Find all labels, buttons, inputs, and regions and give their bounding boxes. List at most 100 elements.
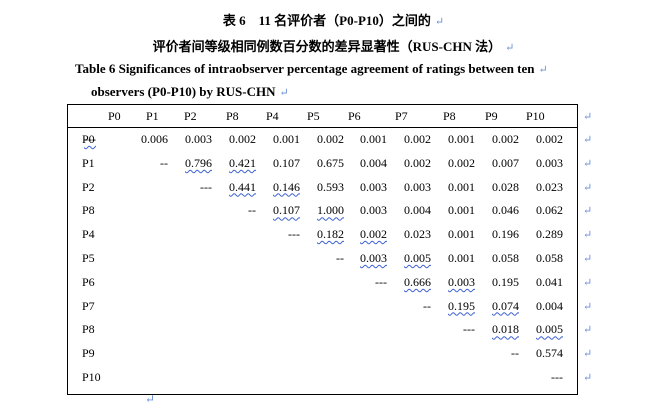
table-cell-value: --- [375,274,387,289]
table-cell: 0.441 [229,180,256,194]
table-cell: 0.146 [273,180,300,194]
table-cell-value: 0.062 [536,203,563,218]
table-cell-value: -- [336,251,344,265]
paragraph-mark-icon: ↵ [145,392,156,406]
table-cell-value: 0.001 [360,132,387,146]
table-cell-value: 0.003 [360,251,387,265]
table-header-divider [67,127,578,128]
column-header: P8 [443,109,456,123]
table-cell: 0.675 [317,156,344,170]
table-cell: 0.001 [448,251,475,265]
table-cell: --- [463,322,475,336]
table-cell-value: 0.001 [448,251,475,265]
paragraph-mark-icon: ↵ [434,16,445,28]
table-cell: 0.002 [404,156,431,170]
table-cell-value: 0.046 [492,203,519,218]
column-header: P7 [395,109,408,123]
table-cell: 0.574 [536,346,563,360]
column-header: P2 [184,109,197,123]
table-cell: 0.003 [536,156,563,170]
table-cell: 0.074 [492,299,519,313]
column-header: P10 [526,109,545,123]
row-label: P5 [82,251,95,265]
table-cell: 1.000 [317,203,344,217]
table-cell: 0.195 [492,275,519,289]
row-label: P10 [82,370,101,384]
table-cell: 0.003 [360,203,387,217]
title-chinese-line-1: 表 6 11 名评价者（P0-P10）之间的 ↵ [222,13,445,28]
table-cell-value: 1.000 [317,203,344,218]
column-header: P5 [307,109,320,123]
table-cell-value: 0.003 [536,155,563,170]
table-cell: 0.004 [536,299,563,313]
row-label: P6 [82,274,95,289]
table-cell-value: 0.195 [492,274,519,289]
table-cell-value: 0.004 [536,298,563,313]
table-cell-value: -- [248,203,256,218]
column-header: P8 [226,109,239,123]
table-cell: 0.796 [185,156,212,170]
table-cell-value: 0.005 [536,322,563,337]
table-cell: 0.002 [360,227,387,241]
row-label: P4 [82,227,95,242]
table-cell-value: 0.006 [141,132,168,146]
table-cell: 0.003 [360,251,387,265]
column-header: P9 [485,109,498,123]
paragraph-mark-icon: ↵ [583,300,593,313]
table-cell-value: --- [463,322,475,337]
row-label: P2 [82,179,95,194]
table-cell-value: 0.182 [317,227,344,242]
table-cell: 0.001 [360,132,387,146]
table-cell-value: 0.001 [448,203,475,218]
paragraph-mark-icon: ↵ [583,372,593,384]
table-cell-value: 0.441 [229,179,256,194]
paragraph-mark-icon: ↵ [538,64,548,76]
table-cell-value: 0.666 [404,274,431,289]
table-cell-value: -- [511,346,519,361]
table-cell: 0.004 [360,156,387,170]
table-cell: 0.107 [273,156,300,170]
table-cell-value: 0.074 [492,298,519,313]
table-cell: 0.058 [492,251,519,265]
table-cell-value: 0.289 [536,227,563,242]
column-header: P0 [108,109,121,123]
table-cell-value: 0.003 [360,179,387,194]
table-cell-value: 0.002 [536,132,563,146]
row-label: P7 [82,298,95,313]
row-label: P8 [82,203,95,218]
table-cell-value: --- [288,227,300,242]
table-cell: -- [336,251,344,265]
table-cell-value: --- [551,370,563,384]
paragraph-mark-icon: ↵ [505,42,515,54]
table-cell: -- [160,156,168,170]
table-cell-value: 0.001 [448,227,475,242]
table-cell: 0.046 [492,203,519,217]
table-cell: 0.007 [492,156,519,170]
table-cell: 0.006 [141,132,168,146]
table-cell-value: 0.675 [317,155,344,170]
table-cell: 0.001 [448,132,475,146]
table-cell: 0.058 [536,251,563,265]
table-cell-value: 0.003 [404,179,431,194]
table-cell-value: 0.004 [404,203,431,218]
table-cell: 0.002 [492,132,519,146]
table-cell: 0.196 [492,227,519,241]
table-cell: 0.289 [536,227,563,241]
table-cell-value: 0.023 [404,227,431,242]
table-cell: 0.107 [273,203,300,217]
title-english-line-1: Table 6 Significances of intraobserver p… [75,61,548,76]
table-cell-value: --- [84,132,96,146]
table-cell: 0.002 [317,132,344,146]
table-cell: 0.002 [536,132,563,146]
column-header: P6 [348,109,361,123]
significance-table [67,104,578,395]
table-cell: 0.023 [536,180,563,194]
table-cell: -- [423,299,431,313]
column-header: P4 [266,109,279,123]
table-cell: --- [200,180,212,194]
table-cell: 0.005 [536,322,563,336]
paragraph-mark-icon: ↵ [583,181,593,194]
table-cell-value: 0.004 [360,155,387,170]
table-cell: 0.003 [448,275,475,289]
table-cell-value: 0.002 [404,132,431,146]
